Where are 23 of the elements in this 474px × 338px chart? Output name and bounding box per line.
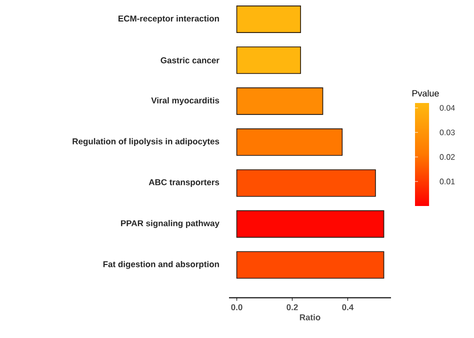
bar <box>236 169 376 197</box>
bar <box>236 128 343 156</box>
color-bar-label: 0.02 <box>440 154 455 160</box>
bar <box>236 210 384 238</box>
color-bar-label: 0.04 <box>440 105 455 111</box>
bar <box>236 6 301 33</box>
color-bar-title: Pvalue <box>412 90 439 97</box>
bar <box>236 46 301 74</box>
bar <box>236 251 384 279</box>
y-tick-label: Regulation of lipolysis in adipocytes <box>72 138 220 146</box>
y-tick-label: PPAR signaling pathway <box>121 220 220 228</box>
color-bar-label: 0.03 <box>440 130 455 136</box>
y-tick-label: Viral myocarditis <box>151 97 220 106</box>
y-tick-label: ABC transporters <box>148 179 220 187</box>
y-tick-label: Gastric cancer <box>160 57 220 64</box>
x-tick-label: 0.4 <box>342 304 354 310</box>
x-tick-label: 0.2 <box>286 304 298 310</box>
y-tick-label: Fat digestion and absorption <box>103 260 219 269</box>
x-tick-label: 0.0 <box>231 304 242 310</box>
y-tick-label: ECM-receptor interaction <box>118 15 219 24</box>
color-bar-label: 0.01 <box>440 178 455 184</box>
bar <box>236 87 324 115</box>
x-axis-title: Ratio <box>300 314 320 320</box>
